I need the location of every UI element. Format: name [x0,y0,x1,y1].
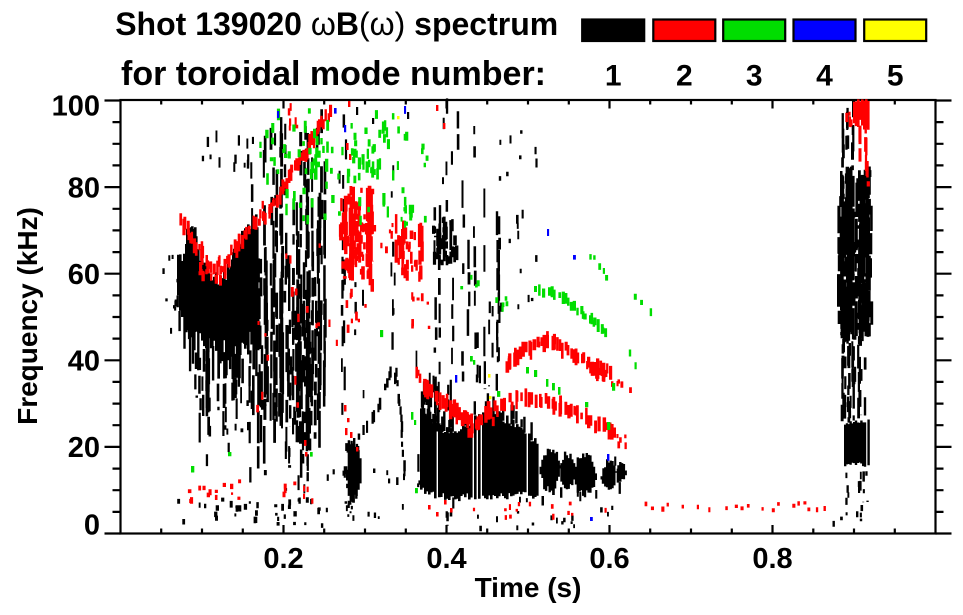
svg-text:80: 80 [68,172,100,204]
svg-text:40: 40 [68,346,100,378]
svg-text:0.6: 0.6 [589,543,629,575]
svg-text:Frequency (kHz): Frequency (kHz) [12,207,43,425]
svg-text:0.2: 0.2 [263,543,303,575]
svg-text:0.8: 0.8 [752,543,792,575]
svg-text:0: 0 [84,510,100,542]
svg-text:for toroidal mode number:: for toroidal mode number: [121,55,546,93]
svg-text:60: 60 [68,259,100,291]
svg-text:100: 100 [52,91,100,123]
svg-text:5: 5 [887,60,904,93]
svg-text:3: 3 [746,60,763,93]
svg-text:2: 2 [676,60,693,93]
svg-text:4: 4 [816,60,833,93]
svg-text:0.4: 0.4 [426,543,466,575]
svg-text:20: 20 [68,432,100,464]
svg-text:Shot 139020 ωB(ω) spectrum: Shot 139020 ωB(ω) spectrum [115,6,558,42]
svg-text:1: 1 [605,60,622,93]
svg-text:Time (s): Time (s) [475,572,582,603]
